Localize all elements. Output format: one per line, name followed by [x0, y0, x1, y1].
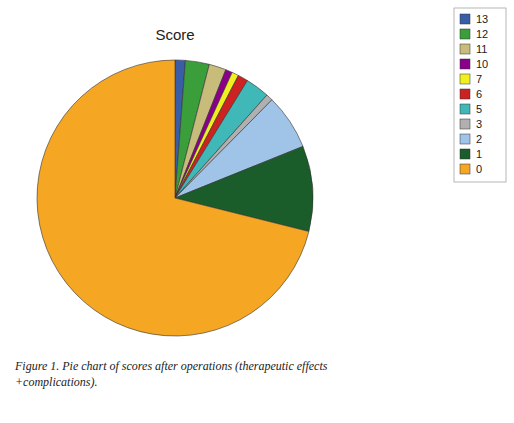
legend-label: 2 [476, 133, 482, 145]
legend-swatch [460, 29, 470, 39]
caption: Figure 1. Pie chart of scores after oper… [14, 359, 328, 389]
legend-label: 5 [476, 103, 482, 115]
legend-label: 10 [476, 58, 488, 70]
legend-swatch [460, 89, 470, 99]
title: Score [155, 26, 194, 43]
chart: Score131211107653210Figure 1. Pie chart … [0, 0, 514, 423]
legend-swatch [460, 14, 470, 24]
legend-swatch [460, 74, 470, 84]
legend: 131211107653210 [454, 8, 506, 182]
legend-label: 11 [476, 43, 487, 55]
legend-swatch [460, 44, 470, 54]
legend-frame [454, 8, 506, 182]
legend-label: 7 [476, 73, 482, 85]
legend-swatch [460, 134, 470, 144]
legend-swatch [460, 119, 470, 129]
pie-slice [37, 60, 309, 336]
legend-label: 12 [476, 28, 488, 40]
legend-swatch [460, 164, 470, 174]
legend-swatch [460, 104, 470, 114]
legend-swatch [460, 59, 470, 69]
legend-label: 6 [476, 88, 482, 100]
legend-label: 13 [476, 13, 488, 25]
legend-swatch [460, 149, 470, 159]
background [0, 0, 514, 423]
legend-label: 3 [476, 118, 482, 130]
legend-label: 1 [476, 148, 482, 160]
legend-label: 0 [476, 163, 482, 175]
pie [37, 60, 313, 336]
chart-container: Score131211107653210Figure 1. Pie chart … [0, 0, 514, 423]
